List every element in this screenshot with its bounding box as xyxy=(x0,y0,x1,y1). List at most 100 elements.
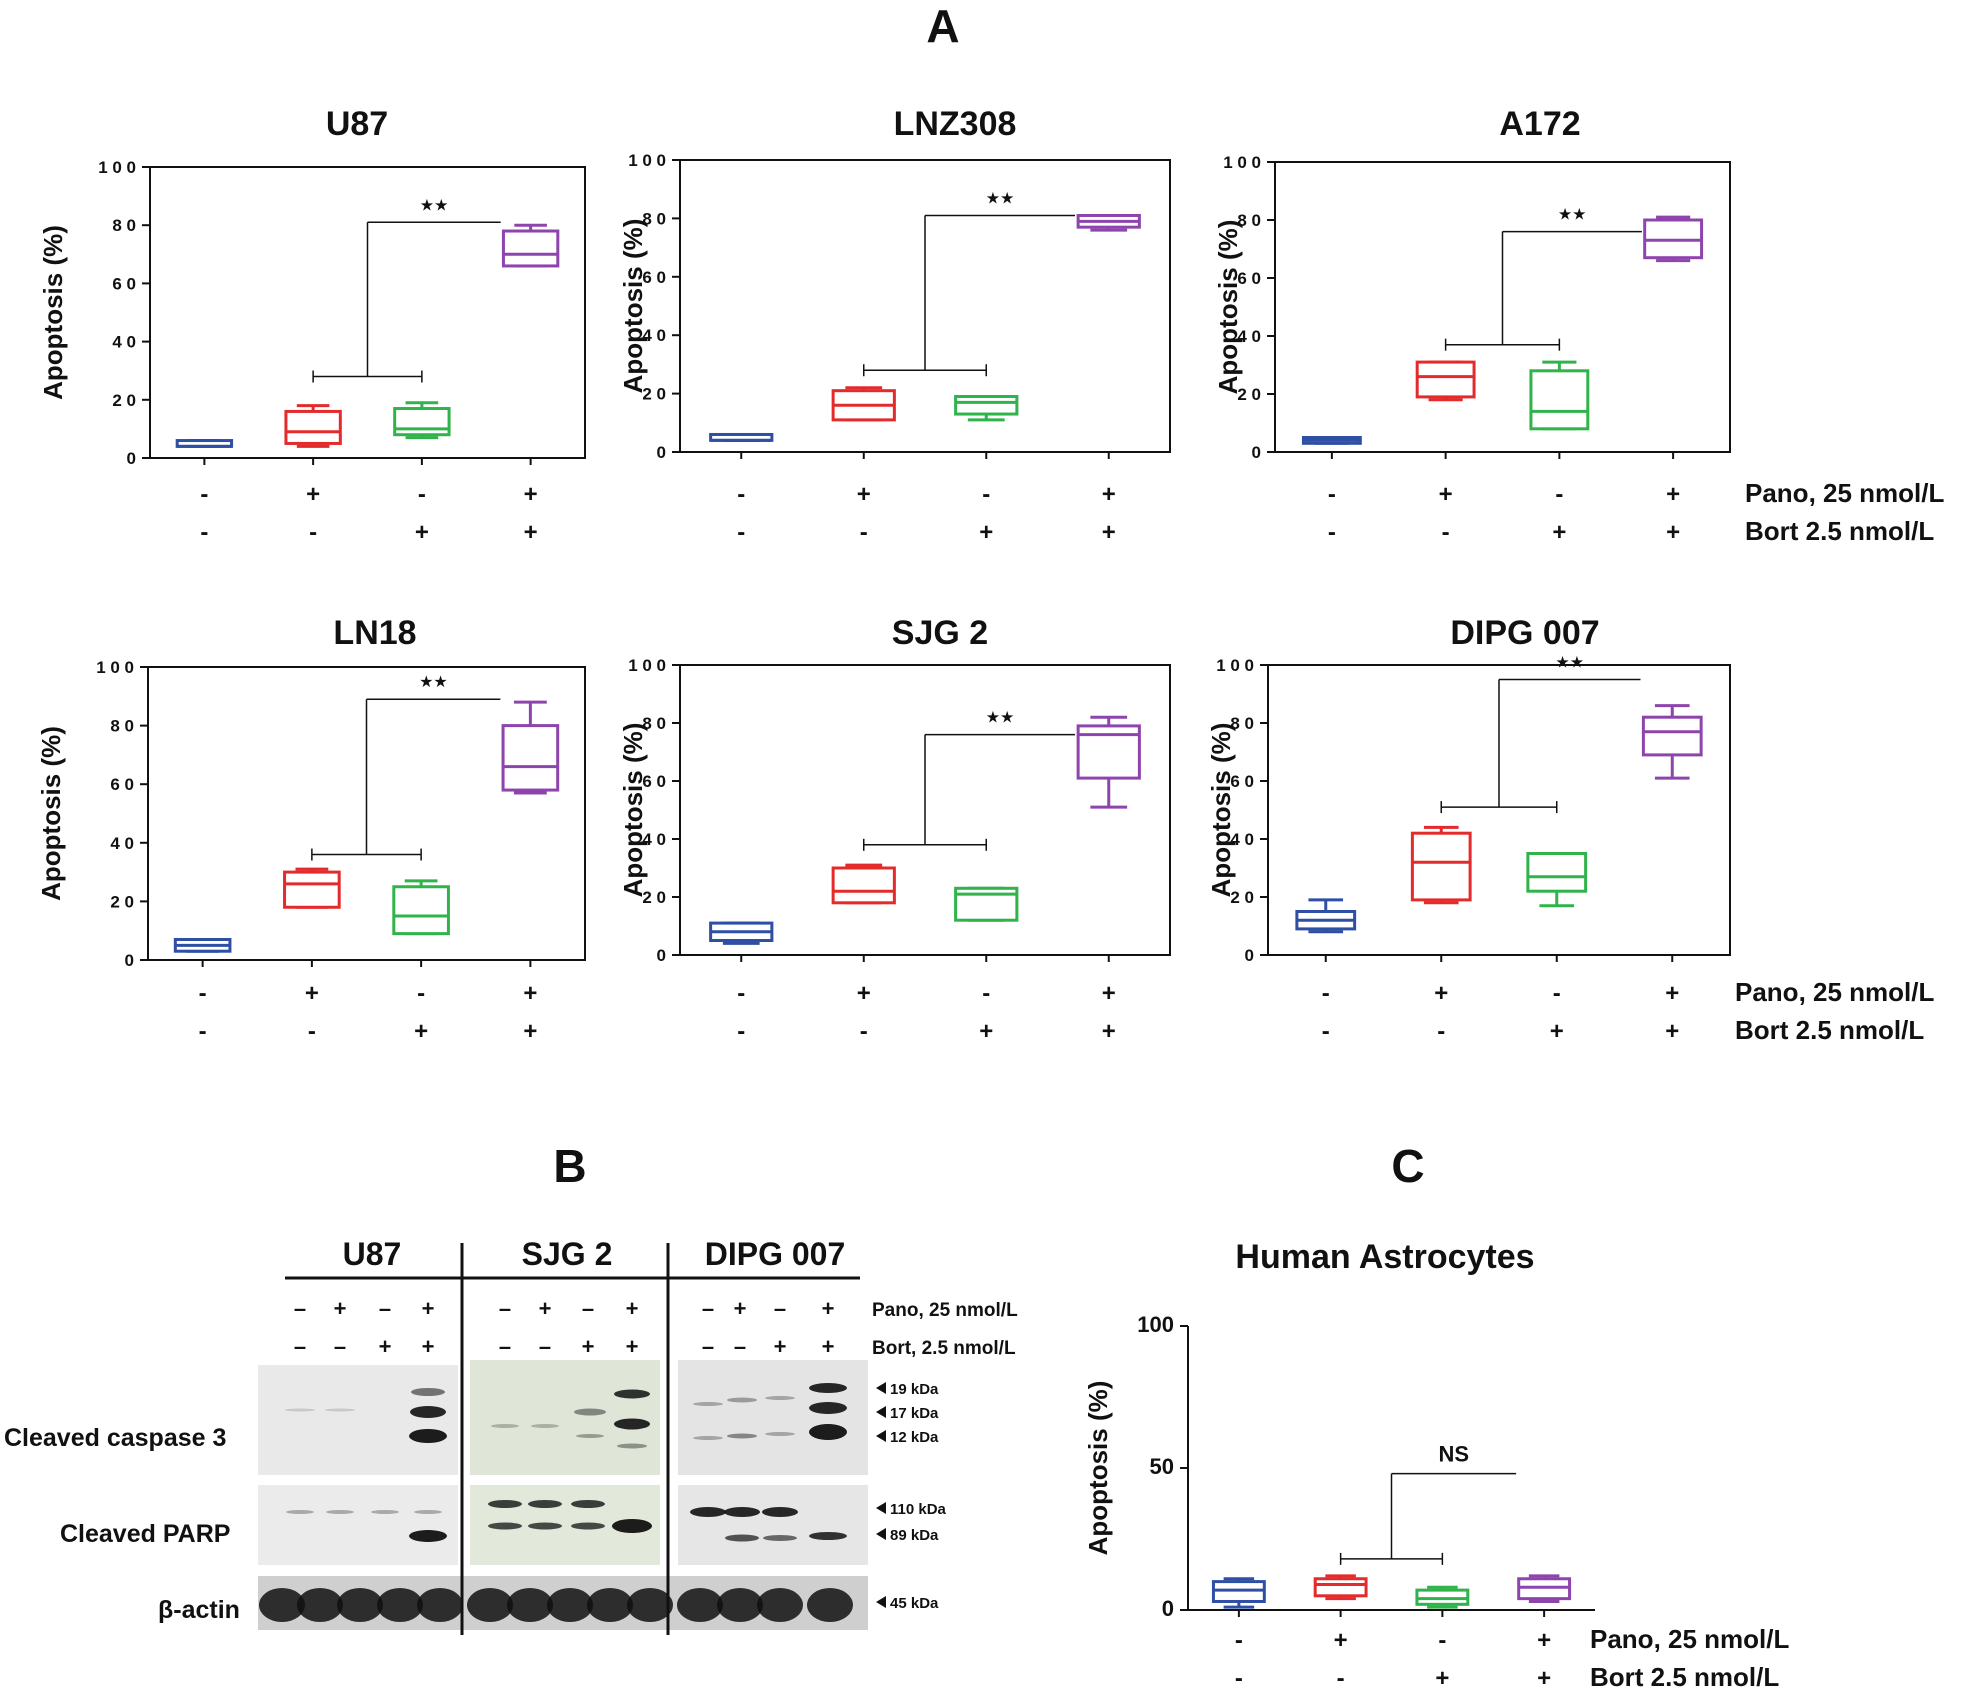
y-tick-label: 2 0 xyxy=(1230,888,1254,907)
wb-marker-89: 89 kDa xyxy=(876,1527,939,1544)
wb-band xyxy=(724,1507,760,1517)
wb-marker-12: 12 kDa xyxy=(876,1429,939,1446)
wb-parp-u87 xyxy=(258,1485,458,1565)
bort-sign: + xyxy=(1550,1018,1564,1045)
wb-pano-sign: + xyxy=(539,1296,552,1321)
wb-bort-sign: – xyxy=(334,1334,346,1359)
svg-text:89 kDa: 89 kDa xyxy=(890,1527,939,1544)
wb-row-caspase3: Cleaved caspase 3 xyxy=(4,1424,226,1452)
wb-band xyxy=(809,1383,847,1393)
pano-sign: - xyxy=(1322,980,1330,1007)
y-tick-label: 2 0 xyxy=(642,888,666,907)
y-tick-label: 50 xyxy=(1150,1454,1174,1479)
pano-sign: - xyxy=(737,481,745,508)
wb-band xyxy=(612,1519,652,1533)
bort-sign: - xyxy=(1437,1018,1445,1045)
box-iqr xyxy=(1641,715,1703,757)
condition-label-pano-row1: Pano, 25 nmol/L xyxy=(1745,478,1944,508)
significance-label: ★★ xyxy=(986,708,1015,727)
bort-sign: - xyxy=(200,519,208,546)
wb-bort-sign: – xyxy=(539,1334,551,1359)
chart-title: Human Astrocytes xyxy=(1235,1238,1534,1276)
bort-sign: - xyxy=(1328,519,1336,546)
wb-caspase-sjg2 xyxy=(470,1360,660,1475)
box-group-0 xyxy=(709,432,774,442)
wb-lane-u87: U87 xyxy=(343,1236,402,1272)
y-tick-label: 2 0 xyxy=(1237,385,1261,404)
wb-marker-45: 45 kDa xyxy=(876,1595,939,1612)
pano-sign: + xyxy=(524,481,538,508)
wb-band xyxy=(809,1402,847,1414)
condition-label-bort-row1: Bort 2.5 nmol/L xyxy=(1745,516,1934,546)
wb-pano-sign: + xyxy=(822,1296,835,1321)
box-group-3 xyxy=(1076,715,1141,809)
pano-sign: - xyxy=(199,980,207,1007)
wb-band xyxy=(297,1588,343,1622)
significance-label: ★★ xyxy=(419,672,448,691)
box-group-1 xyxy=(1410,825,1472,905)
pano-sign: + xyxy=(1434,980,1448,1007)
box-group-0 xyxy=(1211,1577,1266,1609)
chart-title: A172 xyxy=(1499,105,1580,143)
pano-sign: + xyxy=(1439,481,1453,508)
y-tick-label: 1 0 0 xyxy=(628,151,666,170)
box-group-1 xyxy=(284,404,342,448)
y-tick-label: 2 0 xyxy=(642,385,666,404)
box-iqr xyxy=(392,885,450,936)
y-tick-label: 8 0 xyxy=(642,209,666,228)
wb-band xyxy=(571,1500,605,1508)
wb-row-parp: Cleaved PARP xyxy=(60,1520,230,1548)
wb-band xyxy=(417,1588,463,1622)
bort-sign: - xyxy=(1442,519,1450,546)
wb-band xyxy=(528,1500,562,1508)
bort-sign: - xyxy=(860,519,868,546)
box-iqr xyxy=(1529,369,1590,431)
y-tick-label: 6 0 xyxy=(1230,772,1254,791)
y-tick-label: 4 0 xyxy=(642,326,666,345)
bort-sign: + xyxy=(1666,519,1680,546)
y-tick-label: 0 xyxy=(1245,946,1254,965)
wb-pano-sign: – xyxy=(702,1296,714,1321)
box-group-2 xyxy=(1529,360,1590,431)
wb-lane-dipg007: DIPG 007 xyxy=(705,1236,846,1272)
bort-sign: - xyxy=(199,1018,207,1045)
y-tick-label: 1 0 0 xyxy=(96,658,134,677)
box-group-3 xyxy=(1643,215,1704,263)
bort-sign: + xyxy=(1665,1018,1679,1045)
wb-bort-sign: + xyxy=(774,1334,787,1359)
wb-bort-label: Bort, 2.5 nmol/L xyxy=(872,1338,1016,1359)
wb-band xyxy=(809,1424,847,1440)
wb-band xyxy=(725,1534,759,1542)
pano-sign: + xyxy=(1102,481,1116,508)
chart-1: LNZ308 0 2 0 4 0 6 0 8 0 1 0 0 Apoptosis (%) - - +… xyxy=(618,105,1171,546)
pano-sign: - xyxy=(1555,481,1563,508)
box-group-0 xyxy=(1295,898,1357,934)
wb-pano-sign: + xyxy=(422,1296,435,1321)
box-iqr xyxy=(1410,831,1472,902)
wb-band xyxy=(488,1522,522,1530)
pano-sign: + xyxy=(1334,1627,1348,1654)
svg-text:19 kDa: 19 kDa xyxy=(890,1381,939,1398)
wb-band xyxy=(325,1408,355,1412)
significance-bracket: ★★ xyxy=(311,672,501,861)
box-group-3 xyxy=(1076,213,1141,232)
wb-pano-sign: + xyxy=(626,1296,639,1321)
box-group-0 xyxy=(175,439,234,448)
bort-sign: - xyxy=(309,519,317,546)
wb-band xyxy=(757,1588,803,1622)
wb-band xyxy=(326,1510,354,1514)
pano-sign: + xyxy=(523,980,537,1007)
pano-sign: + xyxy=(1102,980,1116,1007)
wb-bort-sign: + xyxy=(422,1334,435,1359)
pano-sign: - xyxy=(418,481,426,508)
box-iqr xyxy=(501,229,560,268)
svg-text:45 kDa: 45 kDa xyxy=(890,1595,939,1612)
wb-band xyxy=(614,1418,650,1430)
pano-sign: + xyxy=(305,980,319,1007)
panel-label-c: C xyxy=(1391,1140,1424,1192)
y-tick-label: 6 0 xyxy=(112,274,136,293)
wb-marker-19: 19 kDa xyxy=(876,1381,939,1398)
bort-sign: + xyxy=(1537,1665,1551,1688)
wb-band xyxy=(571,1522,605,1530)
significance-bracket: ★★ xyxy=(1440,653,1641,814)
